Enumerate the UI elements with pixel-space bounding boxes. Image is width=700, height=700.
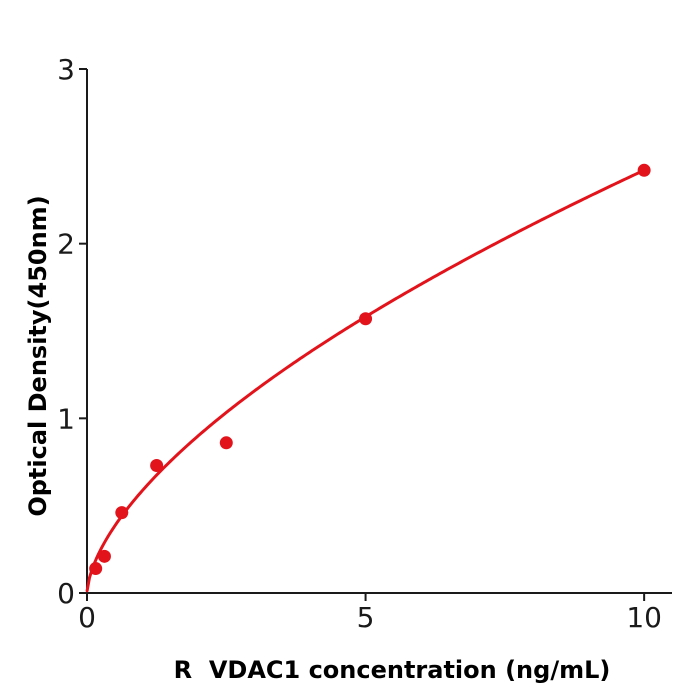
data-point — [97, 549, 111, 563]
x-tick-label: 5 — [357, 601, 375, 634]
data-point — [219, 436, 233, 450]
x-tick-label: 0 — [78, 601, 96, 634]
data-points — [89, 163, 651, 576]
data-point — [89, 562, 103, 576]
x-tick-label: 10 — [626, 601, 662, 634]
y-tick-label: 2 — [57, 228, 75, 261]
y-tick-label: 3 — [57, 53, 75, 86]
fit-curve — [85, 168, 646, 593]
x-axis-title: R VDAC1 concentration (ng/mL) — [173, 656, 611, 684]
data-point — [115, 506, 129, 520]
fit-curve-path — [85, 168, 646, 593]
tick-labels: 0 5 10 0 1 2 3 — [57, 53, 662, 634]
y-axis-title: Optical Density(450nm) — [24, 195, 52, 517]
axes — [86, 69, 672, 594]
y-tick-label: 0 — [57, 577, 75, 610]
data-point — [150, 458, 164, 472]
data-point — [359, 312, 373, 326]
data-point — [637, 163, 651, 177]
y-tick-label: 1 — [57, 402, 75, 435]
tick-marks — [79, 68, 646, 601]
